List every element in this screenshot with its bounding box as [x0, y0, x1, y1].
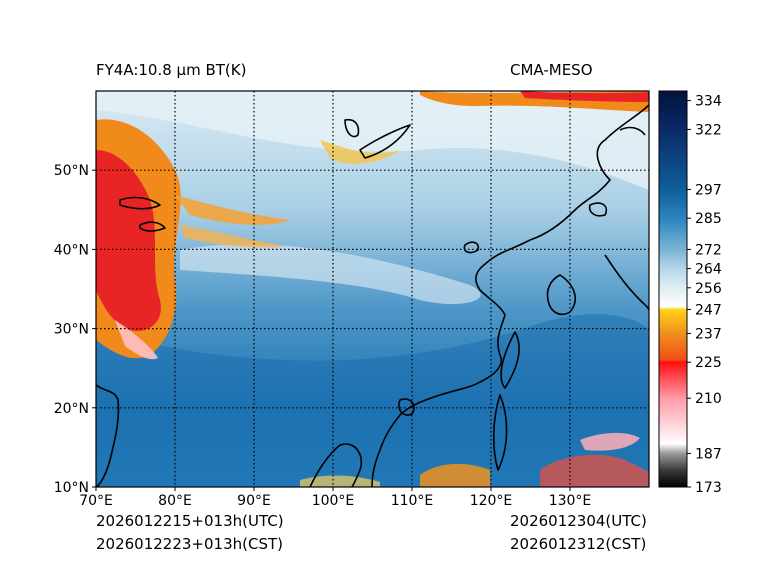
init-time-utc: 2026012215+013h(UTC)	[96, 512, 284, 530]
colorbar-label-264: 264	[695, 262, 722, 278]
colorbar-label-297: 297	[695, 182, 722, 198]
colorbar-label-256: 256	[695, 281, 722, 297]
lon-label-100: 100°E	[312, 493, 355, 509]
colorbar: 334 322 297 285 272 264 256 247 237 225 210 187 173	[658, 90, 722, 496]
lon-label-110: 110°E	[391, 493, 434, 509]
colorbar-label-237: 237	[695, 326, 722, 342]
lat-label-20: 20°N	[54, 401, 89, 417]
model-label: CMA-MESO	[510, 61, 593, 79]
colorbar-label-334: 334	[695, 94, 722, 110]
lat-label-50: 50°N	[54, 163, 89, 179]
lon-label-80: 80°E	[158, 493, 192, 509]
colorbar-label-285: 285	[695, 211, 722, 227]
lon-label-120: 120°E	[470, 493, 513, 509]
lat-label-30: 30°N	[54, 322, 89, 338]
map-frame	[95, 90, 650, 488]
colorbar-label-247: 247	[695, 302, 722, 318]
valid-time-cst: 2026012312(CST)	[510, 535, 647, 553]
colorbar-label-272: 272	[695, 242, 722, 258]
init-time-cst: 2026012223+013h(CST)	[96, 535, 284, 553]
lon-label-130: 130°E	[549, 493, 592, 509]
longitude-axis: 70°E 80°E 90°E 100°E 110°E 120°E 130°E	[79, 487, 591, 509]
lon-label-70: 70°E	[79, 493, 113, 509]
valid-time-utc: 2026012304(UTC)	[510, 512, 647, 530]
lat-label-40: 40°N	[54, 242, 89, 258]
lon-label-90: 90°E	[237, 493, 271, 509]
colorbar-label-225: 225	[695, 355, 722, 371]
colorbar-label-210: 210	[695, 391, 722, 407]
coastlines	[96, 104, 649, 487]
satellite-imagery	[96, 91, 649, 487]
lat-label-10: 10°N	[54, 480, 89, 496]
colorbar-label-173: 173	[695, 480, 722, 496]
colorbar-label-322: 322	[695, 122, 722, 138]
very-cold-cloud-west	[96, 150, 161, 331]
latitude-axis: 50°N 40°N 30°N 20°N 10°N	[54, 163, 96, 496]
colorbar-label-187: 187	[695, 446, 722, 462]
product-title: FY4A:10.8 µm BT(K)	[96, 61, 247, 79]
graticule	[96, 91, 649, 487]
